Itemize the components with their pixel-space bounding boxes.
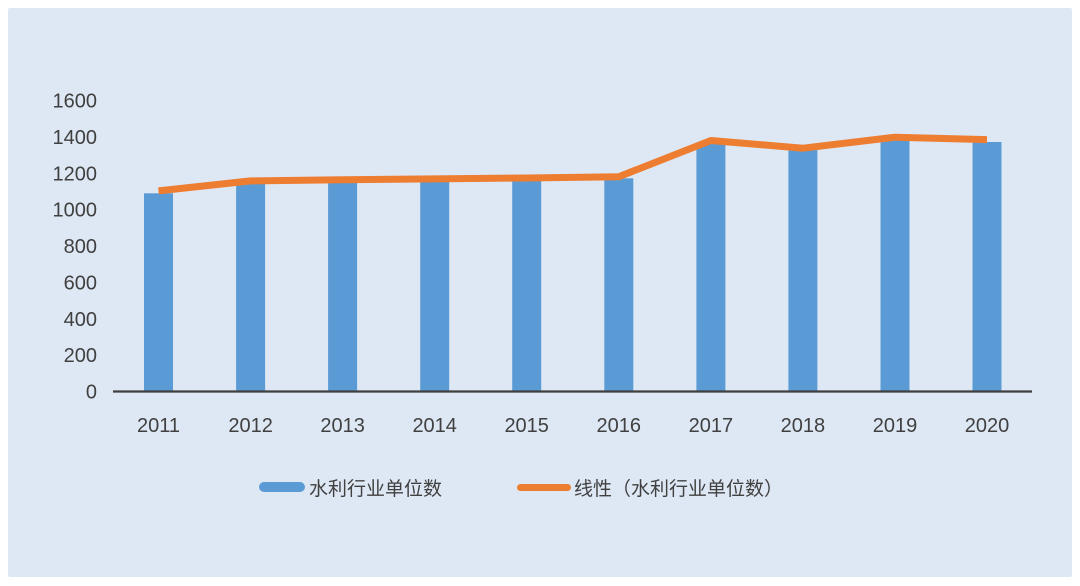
- y-axis-tick-label: 1600: [53, 91, 98, 113]
- x-axis-category-label: 2016: [597, 415, 642, 437]
- x-axis-category-label: 2017: [689, 415, 734, 437]
- x-axis-category-label: 2020: [965, 415, 1010, 437]
- bar-2019: [880, 138, 910, 392]
- y-axis-tick-label: 1400: [53, 127, 98, 149]
- y-axis-tick-label: 1200: [53, 163, 98, 185]
- bar-2013: [328, 181, 358, 392]
- x-axis-category-label: 2013: [320, 415, 365, 437]
- y-axis-labels-group: 0 200 400 600 800 1000 1200 1400 1600: [53, 91, 98, 404]
- bar-2011: [144, 193, 173, 392]
- bar-2012: [236, 183, 266, 392]
- legend-label-bars: 水利行业单位数: [309, 478, 443, 500]
- y-axis-tick-label: 400: [64, 309, 97, 331]
- legend-item-trendline: 线性（水利行业单位数）: [517, 475, 784, 500]
- bar-2014: [420, 180, 450, 392]
- x-axis-category-label: 2012: [228, 415, 273, 437]
- bar-2016: [604, 178, 634, 392]
- bar-2015: [512, 179, 542, 392]
- legend: 水利行业单位数 线性（水利行业单位数）: [0, 475, 1080, 500]
- y-axis-tick-label: 0: [86, 382, 97, 404]
- x-axis-category-label: 2019: [873, 415, 918, 437]
- y-axis-tick-label: 800: [64, 236, 97, 258]
- bars-series-group: [144, 138, 1002, 392]
- x-axis-category-label: 2018: [781, 415, 826, 437]
- x-axis-category-label: 2014: [412, 415, 457, 437]
- y-axis-tick-label: 600: [64, 272, 97, 294]
- bar-2018: [788, 149, 818, 392]
- bar-2017: [696, 142, 726, 392]
- bar-2020: [972, 142, 1002, 392]
- legend-bar-swatch-icon: [259, 482, 305, 492]
- y-axis-tick-label: 200: [64, 345, 97, 367]
- trend-line: [158, 133, 988, 195]
- x-axis-category-label: 2015: [504, 415, 549, 437]
- legend-label-trendline: 线性（水利行业单位数）: [574, 478, 784, 500]
- y-axis-tick-label: 1000: [53, 200, 98, 222]
- x-axis-category-label: 2011: [137, 415, 180, 437]
- x-axis-labels-group: 2011 2012 2013 2014 2015 2016 2017 2018 2019 2020: [137, 415, 1009, 437]
- legend-item-bars: 水利行业单位数: [259, 475, 443, 500]
- trend-line-group: [158, 133, 988, 195]
- legend-line-swatch-icon: [517, 483, 571, 491]
